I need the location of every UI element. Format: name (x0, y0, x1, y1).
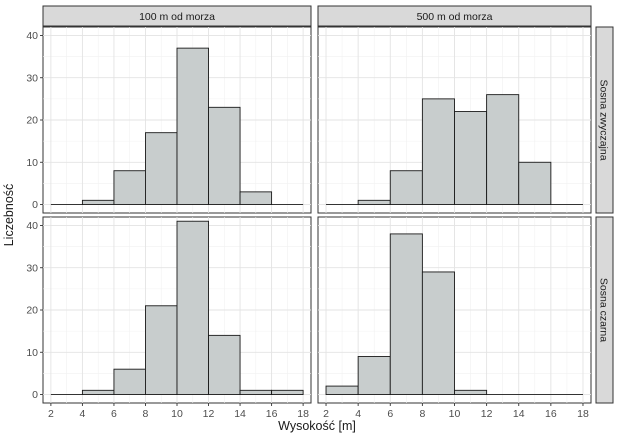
histogram-bar (176, 47, 209, 205)
x-tick-label: 4 (355, 408, 361, 420)
y-tick-label: 20 (26, 115, 38, 127)
x-tick-label: 16 (266, 408, 278, 420)
x-tick-label: 16 (545, 408, 557, 420)
y-tick-label: 10 (26, 157, 38, 169)
histogram-bar (357, 356, 391, 395)
facet-strip-100-m-od-morza: 100 m od morza (42, 5, 312, 27)
histogram-bar (389, 170, 423, 205)
histogram-bar (389, 233, 423, 395)
facet-strip-label: Sosna czarna (598, 278, 610, 342)
histogram-bar (454, 389, 488, 395)
x-tick-label: 14 (234, 408, 246, 420)
panel-sosna-czarna-500-m-od-morza (317, 216, 592, 404)
x-tick-label: 8 (143, 408, 149, 420)
x-tick-label: 8 (419, 408, 425, 420)
x-tick-label: 12 (203, 408, 215, 420)
x-tick-label: 18 (297, 408, 309, 420)
x-tick-label: 2 (323, 408, 329, 420)
x-tick-label: 2 (48, 408, 54, 420)
y-axis-title: Liczebność (2, 184, 16, 247)
histogram-bar (81, 389, 115, 395)
x-tick-label: 10 (449, 408, 461, 420)
histogram-bar (421, 271, 455, 395)
histogram-bar (113, 368, 146, 395)
x-axis-title: Wysokość [m] (278, 419, 356, 433)
histogram-bar (208, 334, 241, 395)
histogram-bar (239, 191, 273, 205)
histogram-bar (421, 98, 455, 205)
x-tick-label: 12 (481, 408, 493, 420)
histogram-bar (325, 385, 359, 395)
x-tick-label: 18 (577, 408, 589, 420)
histogram-bar (113, 170, 146, 205)
histogram-bar (239, 389, 273, 395)
panel-sosna-zwyczajna-500-m-od-morza (317, 26, 592, 214)
facet-strip-label: Sosna zwyczajna (598, 79, 610, 160)
facet-strip-500-m-od-morza: 500 m od morza (317, 5, 592, 27)
facet-strip-label: 100 m od morza (139, 11, 215, 23)
histogram-bar (208, 106, 241, 205)
y-tick-label: 40 (26, 30, 38, 42)
x-tick-label: 6 (111, 408, 117, 420)
x-tick-label: 10 (171, 408, 183, 420)
y-tick-label: 20 (26, 305, 38, 317)
y-tick-label: 40 (26, 220, 38, 232)
facet-strip-label: 500 m od morza (417, 11, 493, 23)
y-tick-label: 30 (26, 262, 38, 274)
histogram-bar (145, 132, 178, 205)
y-tick-label: 0 (32, 389, 38, 401)
histogram-bar (176, 220, 209, 395)
x-tick-label: 6 (387, 408, 393, 420)
histogram-bar (357, 199, 391, 205)
histogram-bar (518, 161, 552, 205)
y-tick-label: 10 (26, 347, 38, 359)
facet-strip-sosna-zwyczajna: Sosna zwyczajna (595, 26, 614, 214)
histogram-bar (271, 389, 304, 395)
y-tick-label: 30 (26, 72, 38, 84)
x-tick-label: 4 (79, 408, 85, 420)
histogram-bar (81, 199, 115, 205)
x-tick-label: 14 (513, 408, 525, 420)
y-tick-label: 0 (32, 199, 38, 211)
facet-strip-sosna-czarna: Sosna czarna (595, 216, 614, 404)
histogram-bar (145, 305, 178, 395)
histogram-bar (454, 111, 488, 205)
panel-sosna-czarna-100-m-od-morza (42, 216, 312, 404)
panel-sosna-zwyczajna-100-m-od-morza (42, 26, 312, 214)
histogram-bar (486, 94, 520, 205)
